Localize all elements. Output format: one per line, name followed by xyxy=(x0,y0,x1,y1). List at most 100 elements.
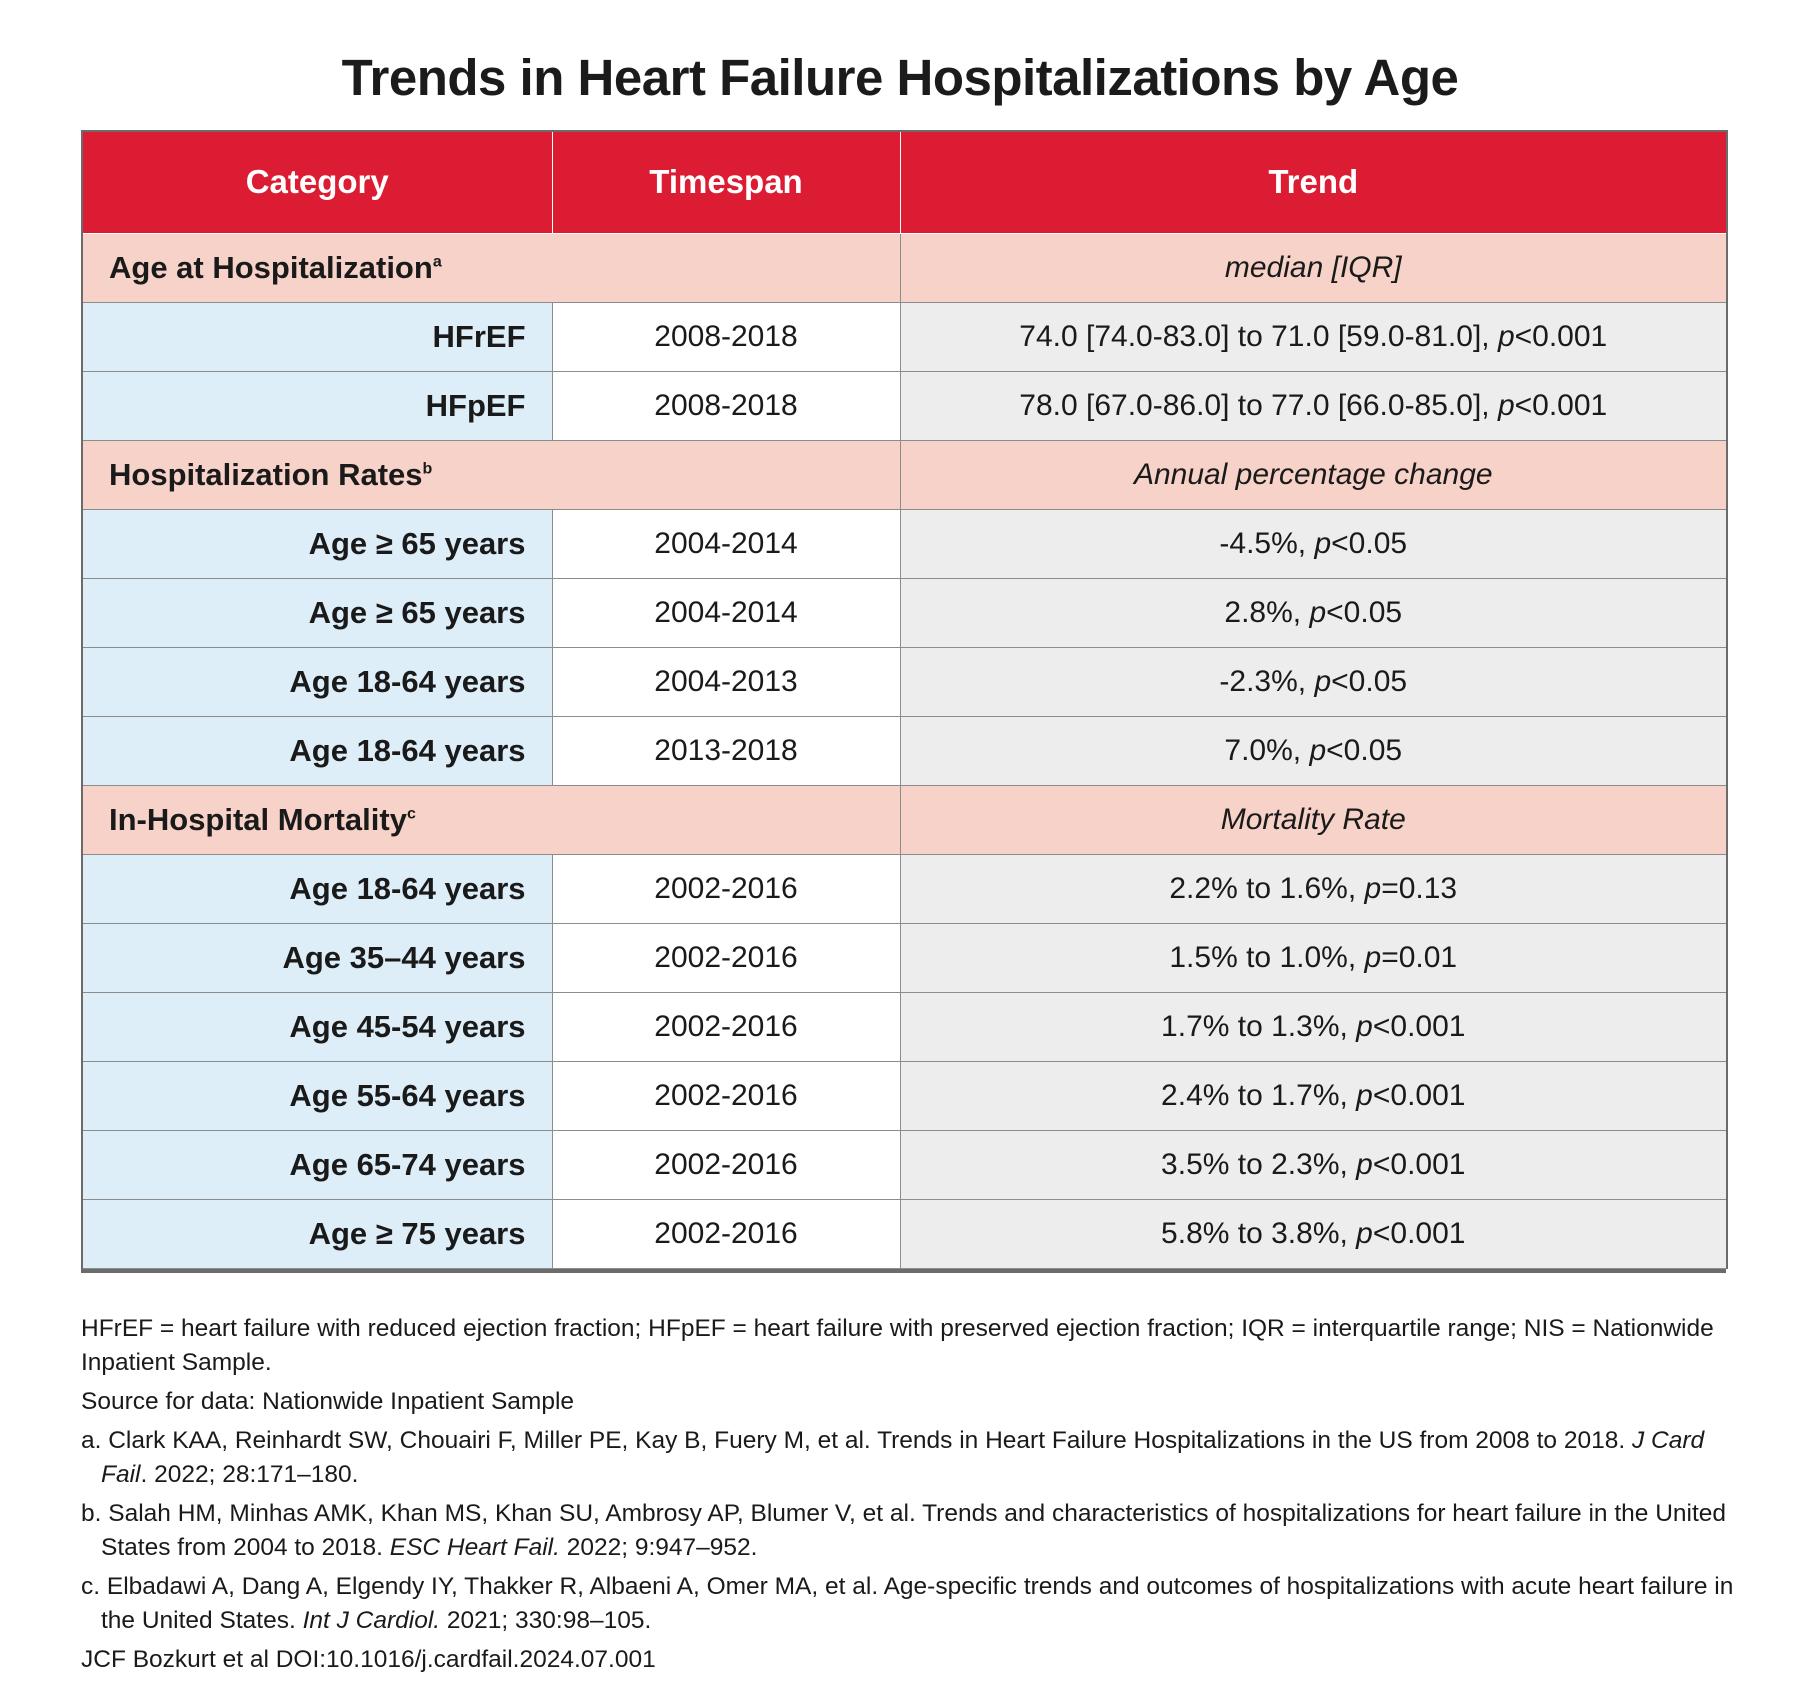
row-timespan: 2008-2018 xyxy=(551,370,901,441)
reference-text: c. Elbadawi A, Dang A, Elgendy IY, Thakk… xyxy=(81,1573,1734,1634)
p-symbol: p xyxy=(1364,871,1382,905)
p-value: <0.05 xyxy=(1331,664,1408,698)
p-value: <0.001 xyxy=(1514,388,1608,422)
row-category: Age 18-64 years xyxy=(81,646,553,717)
trends-table: Category Timespan Trend Age at Hospitali… xyxy=(81,130,1728,1269)
row-timespan: 2002-2016 xyxy=(551,1060,901,1131)
row-trend: 1.7% to 1.3%, p<0.001 xyxy=(899,991,1728,1062)
p-symbol: p xyxy=(1356,1009,1373,1043)
section-label-text: Hospitalization Rates xyxy=(109,456,423,492)
row-timespan: 2004-2014 xyxy=(551,508,901,579)
p-value: <0.05 xyxy=(1326,595,1403,629)
p-symbol: p xyxy=(1309,595,1327,629)
table-row: Age ≥ 65 years 2004-2014 -4.5%, p<0.05 xyxy=(81,508,1728,579)
p-symbol: p xyxy=(1356,1147,1373,1181)
trend-text: 1.5% to 1.0%, xyxy=(1169,940,1365,974)
header-trend: Trend xyxy=(899,131,1727,234)
row-trend: 2.8%, p<0.05 xyxy=(899,577,1728,648)
row-trend: 2.2% to 1.6%, p=0.13 xyxy=(899,853,1728,924)
section-label-text: Age at Hospitalization xyxy=(109,249,433,285)
section-label: Hospitalization Ratesb xyxy=(81,439,901,510)
table-row: Age 45-54 years 2002-2016 1.7% to 1.3%, … xyxy=(81,991,1728,1062)
row-timespan: 2002-2016 xyxy=(551,991,901,1062)
table-row: HFrEF 2008-2018 74.0 [74.0-83.0] to 71.0… xyxy=(81,301,1728,372)
journal-name: J Card Fail xyxy=(101,1427,1705,1488)
section-label-text: In-Hospital Mortality xyxy=(109,801,407,837)
row-category: Age 65-74 years xyxy=(81,1129,553,1200)
reference-text: a. Clark KAA, Reinhardt SW, Chouairi F, … xyxy=(81,1427,1632,1454)
p-value: <0.05 xyxy=(1331,526,1408,560)
p-symbol: p xyxy=(1497,319,1515,353)
p-value: <0.001 xyxy=(1372,1078,1466,1112)
row-category: Age 18-64 years xyxy=(81,715,553,786)
p-symbol: p xyxy=(1356,1216,1373,1250)
row-timespan: 2013-2018 xyxy=(551,715,901,786)
credit-line: JCF Bozkurt et al DOI:10.1016/j.cardfail… xyxy=(81,1646,656,1673)
trends-table-container: Category Timespan Trend Age at Hospitali… xyxy=(81,130,1728,1273)
trend-text: 78.0 [67.0-86.0] to 77.0 [66.0-85.0], xyxy=(1019,388,1498,422)
reference-citation: . 2022; 28:171–180. xyxy=(140,1461,359,1488)
row-category: Age 18-64 years xyxy=(81,853,553,924)
row-trend: 2.4% to 1.7%, p<0.001 xyxy=(899,1060,1728,1131)
row-category: Age ≥ 75 years xyxy=(81,1198,553,1269)
row-trend: 74.0 [74.0-83.0] to 71.0 [59.0-81.0], p<… xyxy=(899,301,1728,372)
row-category: Age 35–44 years xyxy=(81,922,553,993)
table-row: Age 55-64 years 2002-2016 2.4% to 1.7%, … xyxy=(81,1060,1728,1131)
footnote-marker: c xyxy=(406,805,416,823)
p-symbol: p xyxy=(1309,733,1327,767)
footnotes: HFrEF = heart failure with reduced eject… xyxy=(81,1312,1741,1682)
section-label: In-Hospital Mortalityc xyxy=(81,784,901,855)
p-value: <0.001 xyxy=(1514,319,1608,353)
reference-citation: 2021; 330:98–105. xyxy=(440,1607,652,1634)
trend-text: 2.2% to 1.6%, xyxy=(1169,871,1365,905)
trend-text: 5.8% to 3.8%, xyxy=(1161,1216,1357,1250)
table-row: Age 18-64 years 2002-2016 2.2% to 1.6%, … xyxy=(81,853,1728,924)
section-label: Age at Hospitalizationa xyxy=(81,232,901,303)
table-row: HFpEF 2008-2018 78.0 [67.0-86.0] to 77.0… xyxy=(81,370,1728,441)
header-timespan: Timespan xyxy=(551,131,901,234)
section-row: Hospitalization Ratesb Annual percentage… xyxy=(81,439,1728,510)
table-row: Age 35–44 years 2002-2016 1.5% to 1.0%, … xyxy=(81,922,1728,993)
trend-text: -4.5%, xyxy=(1219,526,1315,560)
reference-c: c. Elbadawi A, Dang A, Elgendy IY, Thakk… xyxy=(81,1570,1741,1638)
row-trend: 78.0 [67.0-86.0] to 77.0 [66.0-85.0], p<… xyxy=(899,370,1728,441)
row-category: Age 45-54 years xyxy=(81,991,553,1062)
row-trend: 1.5% to 1.0%, p=0.01 xyxy=(899,922,1728,993)
row-category: HFrEF xyxy=(81,301,553,372)
p-value: <0.001 xyxy=(1372,1147,1466,1181)
table-row: Age ≥ 65 years 2004-2014 2.8%, p<0.05 xyxy=(81,577,1728,648)
reference-b: b. Salah HM, Minhas AMK, Khan MS, Khan S… xyxy=(81,1497,1741,1565)
trend-text: 74.0 [74.0-83.0] to 71.0 [59.0-81.0], xyxy=(1019,319,1498,353)
row-trend: 7.0%, p<0.05 xyxy=(899,715,1728,786)
p-value: <0.001 xyxy=(1372,1216,1466,1250)
row-timespan: 2004-2013 xyxy=(551,646,901,717)
reference-text: b. Salah HM, Minhas AMK, Khan MS, Khan S… xyxy=(81,1500,1727,1561)
journal-name: Int J Cardiol. xyxy=(302,1607,441,1634)
row-trend: 3.5% to 2.3%, p<0.001 xyxy=(899,1129,1728,1200)
trend-text: 2.8%, xyxy=(1224,595,1310,629)
row-timespan: 2002-2016 xyxy=(551,853,901,924)
section-row: In-Hospital Mortalityc Mortality Rate xyxy=(81,784,1728,855)
row-timespan: 2002-2016 xyxy=(551,1198,901,1269)
trend-text: 7.0%, xyxy=(1224,733,1310,767)
table-body: Age at Hospitalizationa median [IQR] HFr… xyxy=(81,232,1728,1269)
table-header: Category Timespan Trend xyxy=(82,131,1727,234)
row-timespan: 2004-2014 xyxy=(551,577,901,648)
page-title: Trends in Heart Failure Hospitalizations… xyxy=(341,49,1459,106)
p-value: =0.13 xyxy=(1381,871,1458,905)
row-category: Age 55-64 years xyxy=(81,1060,553,1131)
row-category: Age ≥ 65 years xyxy=(81,508,553,579)
table-row: Age ≥ 75 years 2002-2016 5.8% to 3.8%, p… xyxy=(81,1198,1728,1269)
row-trend: -4.5%, p<0.05 xyxy=(899,508,1728,579)
p-symbol: p xyxy=(1497,388,1515,422)
trend-text: 3.5% to 2.3%, xyxy=(1161,1147,1357,1181)
section-unit: Annual percentage change xyxy=(899,439,1728,510)
row-trend: 5.8% to 3.8%, p<0.001 xyxy=(899,1198,1728,1269)
table-row: Age 18-64 years 2013-2018 7.0%, p<0.05 xyxy=(81,715,1728,786)
journal-name: ESC Heart Fail. xyxy=(389,1534,560,1561)
p-value: =0.01 xyxy=(1381,940,1458,974)
p-symbol: p xyxy=(1314,664,1332,698)
p-symbol: p xyxy=(1356,1078,1373,1112)
section-unit: median [IQR] xyxy=(899,232,1728,303)
trend-text: -2.3%, xyxy=(1219,664,1315,698)
